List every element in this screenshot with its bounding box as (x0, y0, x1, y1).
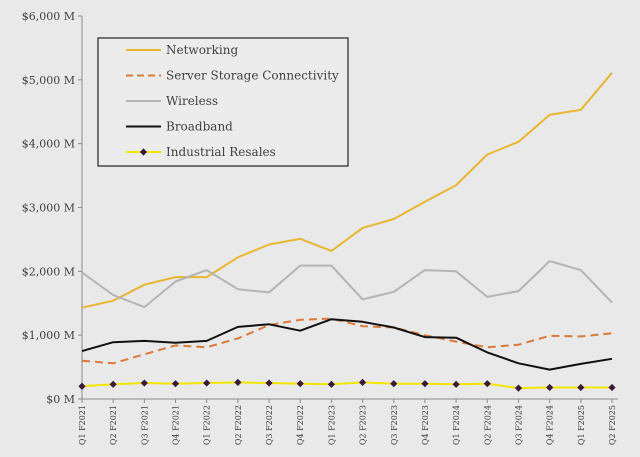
x-tick-label: Q1 F2023 (327, 405, 336, 445)
legend-label-industrial-resales: Industrial Resales (166, 145, 276, 159)
x-tick-label: Q3 F2023 (390, 405, 399, 445)
data-point-industrial-resales (421, 380, 429, 388)
y-tick-label: $0 M (46, 393, 75, 406)
x-tick-label: Q2 F2022 (234, 405, 243, 445)
data-point-industrial-resales (265, 379, 273, 387)
data-point-industrial-resales (234, 378, 242, 387)
data-point-industrial-resales (483, 380, 491, 388)
data-point-industrial-resales (452, 380, 460, 388)
x-tick-label: Q3 F2021 (140, 405, 149, 445)
legend-label-broadband: Broadband (166, 120, 233, 134)
data-point-industrial-resales (608, 383, 616, 392)
series-line-industrial-resales (81, 381, 612, 390)
series-line-networking (81, 72, 613, 309)
x-tick-label: Q4 F2021 (172, 405, 181, 445)
data-point-industrial-resales (390, 380, 398, 388)
legend-label-server-storage-connectivity: Server Storage Connectivity (166, 69, 339, 83)
x-tick-label: Q4 F2023 (421, 405, 430, 445)
data-point-industrial-resales (546, 383, 554, 392)
y-tick-label: $3,000 M (22, 202, 75, 215)
series-line-broadband (81, 318, 613, 371)
x-tick-label: Q2 F2021 (109, 405, 118, 445)
x-tick-label: Q2 F2025 (608, 405, 617, 445)
x-tick-label: Q3 F2022 (265, 405, 274, 445)
data-point-industrial-resales (171, 380, 180, 388)
y-tick-label: $5,000 M (22, 74, 75, 87)
data-point-industrial-resales (358, 378, 367, 387)
y-tick-label: $4,000 M (22, 138, 75, 151)
legend-label-wireless: Wireless (166, 94, 218, 108)
y-tick-label: $6,000 M (22, 10, 75, 23)
data-point-industrial-resales (203, 379, 211, 387)
data-point-industrial-resales (140, 379, 148, 387)
data-point-industrial-resales (577, 383, 585, 392)
legend-marker-industrial-resales (139, 148, 148, 156)
data-point-industrial-resales (109, 380, 117, 388)
data-point-industrial-resales (514, 384, 523, 392)
x-tick-label: Q1 F2021 (78, 405, 87, 445)
data-point-industrial-resales (296, 380, 304, 388)
y-tick-label: $1,000 M (22, 329, 75, 342)
series-group (78, 72, 616, 392)
x-tick-label: Q1 F2024 (452, 405, 461, 445)
x-tick-label: Q4 F2022 (296, 405, 305, 445)
axes: $0 M $1,000 M $2,000 M $3,000 M $4,000 M $5,0… (22, 10, 618, 445)
x-tick-label: Q1 F2022 (203, 405, 212, 445)
y-tick-label: $2,000 M (22, 265, 75, 278)
x-tick-label: Q2 F2023 (359, 405, 368, 445)
legend: Networking Server Storage Connectivity Wir… (97, 37, 349, 167)
x-tick-label: Q4 F2024 (546, 405, 555, 445)
series-line-wireless (81, 260, 613, 309)
x-tick-label: Q2 F2024 (483, 405, 492, 445)
data-point-industrial-resales (78, 382, 86, 390)
x-tick-label: Q1 F2025 (577, 405, 586, 445)
data-point-industrial-resales (327, 380, 336, 388)
x-tick-label: Q3 F2024 (514, 405, 523, 445)
legend-label-networking: Networking (166, 43, 238, 57)
